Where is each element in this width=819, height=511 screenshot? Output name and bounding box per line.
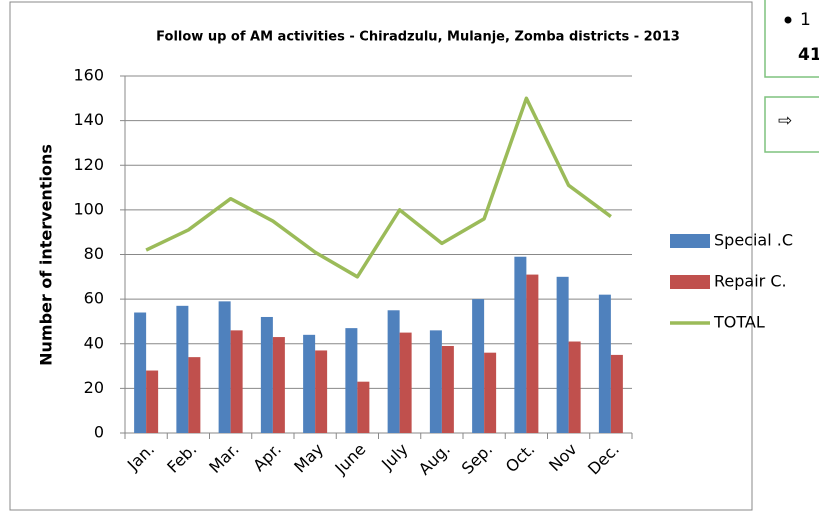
y-tick-label: 80 xyxy=(84,244,104,263)
bar xyxy=(218,301,231,433)
bar xyxy=(303,334,316,433)
bar xyxy=(399,332,412,433)
bar xyxy=(387,310,400,433)
legend-label: TOTAL xyxy=(713,313,765,332)
line xyxy=(145,96,612,279)
bar xyxy=(514,256,527,433)
y-tick-label: 20 xyxy=(84,378,104,397)
y-tick-label: 140 xyxy=(73,110,104,129)
side-box xyxy=(764,0,819,78)
bullet xyxy=(784,16,792,24)
bar xyxy=(176,305,189,433)
bar xyxy=(315,350,328,433)
bar xyxy=(230,330,243,433)
bar xyxy=(260,316,273,433)
bar xyxy=(472,299,485,433)
bar xyxy=(526,274,539,433)
bar xyxy=(484,352,497,433)
y-tick-label: 120 xyxy=(73,155,104,174)
y-tick-label: 0 xyxy=(94,423,104,442)
bar xyxy=(345,328,358,433)
chart-title: Follow up of AM activities - Chiradzulu,… xyxy=(156,30,680,45)
bar xyxy=(188,357,201,433)
legend-swatch xyxy=(670,275,710,289)
side-box xyxy=(764,96,819,153)
bar xyxy=(134,312,147,433)
legend-swatch xyxy=(670,234,710,248)
legend-label: Repair C. xyxy=(714,272,787,291)
side-text: 1 xyxy=(800,10,811,30)
y-axis-label: Number of interventions xyxy=(37,144,56,366)
y-tick-label: 100 xyxy=(73,199,104,218)
bar xyxy=(610,354,623,433)
y-tick-label: 60 xyxy=(84,289,104,308)
y-tick-label: 40 xyxy=(84,333,104,352)
legend-label: Special .C xyxy=(714,231,793,250)
arrow-icon: ⇨ xyxy=(778,111,792,131)
chart-frame xyxy=(9,1,753,511)
bar xyxy=(146,370,159,433)
bar xyxy=(429,330,442,433)
bar xyxy=(598,294,611,433)
bar xyxy=(568,341,581,433)
side-text: 41 xyxy=(798,45,819,65)
bar xyxy=(441,345,454,433)
bar xyxy=(556,276,569,433)
bar xyxy=(272,337,285,433)
y-tick-label: 160 xyxy=(73,66,104,85)
bar xyxy=(357,381,370,433)
